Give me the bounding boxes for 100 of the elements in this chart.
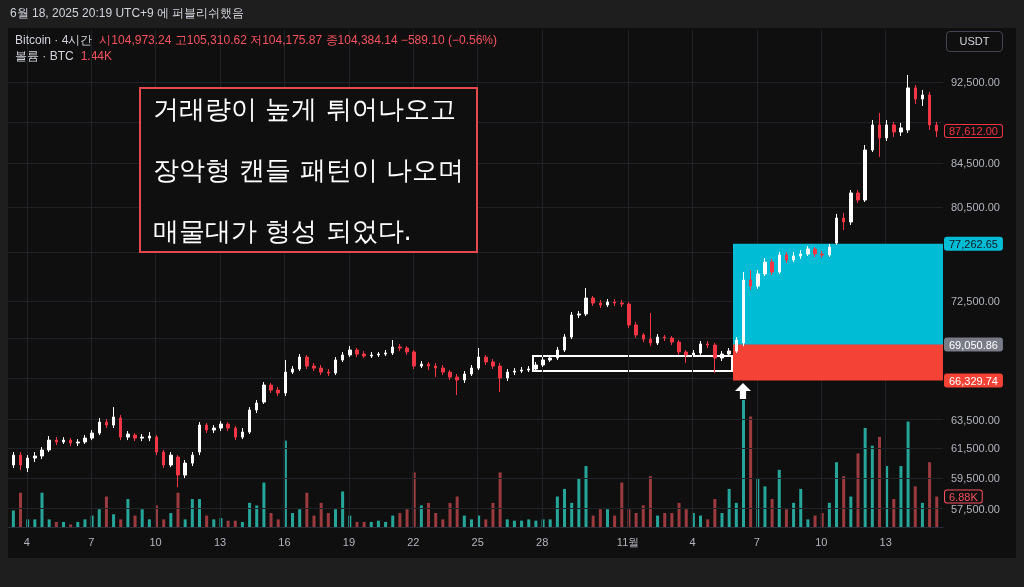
y-tick-label: 80,500.00 <box>951 200 1000 213</box>
bar <box>663 513 667 527</box>
candlestick <box>119 414 122 441</box>
bar <box>835 462 839 527</box>
bar <box>312 515 316 527</box>
bar <box>355 521 359 527</box>
band-label: 77,262.65 <box>949 237 998 250</box>
bar <box>598 509 602 527</box>
text: 87,612.00 <box>949 124 998 137</box>
annotation: 장악형 캔들 패턴이 나오며 <box>153 155 464 185</box>
bar <box>770 499 774 527</box>
band-label: 66,329.74 <box>949 374 998 387</box>
candlestick <box>778 251 781 275</box>
bar <box>713 499 717 527</box>
candlestick <box>663 334 666 342</box>
bar <box>605 509 609 527</box>
candlestick <box>878 112 881 158</box>
candlestick <box>355 347 359 358</box>
bar <box>827 502 831 527</box>
candlestick <box>463 370 466 384</box>
bar <box>112 514 116 527</box>
y-tick-label: 72,500.00 <box>951 294 1000 307</box>
bar <box>913 486 917 527</box>
chart-title: 볼륨 · BTC <box>15 49 74 63</box>
bar <box>104 496 108 527</box>
bar <box>369 521 373 527</box>
bar <box>162 519 166 527</box>
candlestick <box>341 351 344 363</box>
candlestick <box>205 422 208 434</box>
bar <box>699 515 703 527</box>
bar <box>763 486 767 527</box>
bar <box>183 519 187 527</box>
x-tick-label: 7 <box>88 535 95 548</box>
bar <box>892 499 896 527</box>
bar <box>570 502 574 527</box>
bar <box>842 476 846 527</box>
candlestick <box>720 350 724 362</box>
bar <box>427 502 431 527</box>
candlestick <box>427 361 430 371</box>
bar <box>799 488 803 527</box>
bar <box>734 502 738 527</box>
candlestick <box>599 299 602 309</box>
candlestick <box>534 361 538 372</box>
candlestick <box>699 340 702 356</box>
candlestick <box>212 424 216 434</box>
candlestick <box>62 436 65 445</box>
bar <box>140 509 144 527</box>
candlestick <box>799 249 802 260</box>
bar <box>484 519 488 527</box>
candlestick <box>634 321 638 339</box>
bar <box>749 416 753 527</box>
candlestick <box>434 362 437 378</box>
candlestick <box>577 310 581 319</box>
bar <box>877 436 881 527</box>
y-tick-label: 59,500.00 <box>951 472 1000 485</box>
candlestick <box>69 437 72 447</box>
candlestick <box>806 245 810 257</box>
candlestick <box>513 367 516 376</box>
candlestick <box>856 189 860 204</box>
bar <box>792 502 796 527</box>
x-tick-label: 13 <box>213 535 227 548</box>
bar <box>534 520 538 527</box>
candlestick <box>792 251 795 263</box>
x-tick-label: 22 <box>407 535 420 548</box>
bar <box>147 519 151 527</box>
bar <box>441 519 445 527</box>
candlestick <box>763 257 767 277</box>
candlestick <box>327 368 330 377</box>
candlestick <box>448 369 452 381</box>
bar <box>205 515 209 527</box>
candlestick <box>498 362 502 393</box>
bar <box>641 505 645 527</box>
bar <box>448 502 452 527</box>
candlestick <box>441 364 445 376</box>
bar <box>720 513 724 527</box>
bar <box>83 519 87 527</box>
candlestick <box>33 451 37 463</box>
candlestick <box>706 340 709 349</box>
candlestick <box>477 347 480 371</box>
bar <box>240 521 244 527</box>
candlestick <box>405 345 409 356</box>
bar <box>169 513 173 527</box>
bar <box>870 445 874 527</box>
x-tick-label: 16 <box>278 535 291 548</box>
candlestick <box>785 251 788 264</box>
bar <box>133 515 137 527</box>
bar <box>47 519 51 527</box>
candlestick <box>219 420 223 432</box>
candlestick <box>348 345 352 358</box>
candlestick <box>620 299 624 308</box>
candlestick <box>162 449 165 469</box>
candlestick <box>47 435 51 453</box>
bar <box>376 520 380 527</box>
bar <box>512 520 516 527</box>
bar <box>398 513 402 527</box>
candlestick <box>370 351 373 359</box>
candlestick <box>183 459 187 479</box>
bar <box>212 519 216 527</box>
annotation: 거래량이 높게 튀어나오고 <box>153 94 457 124</box>
bar <box>498 472 502 527</box>
